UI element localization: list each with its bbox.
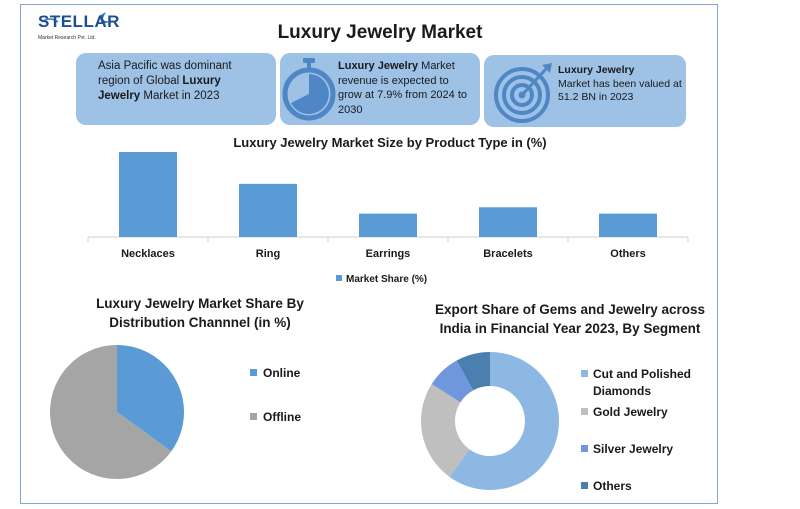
logo-star-icon: [41, 12, 110, 24]
legend-label: Silver Jewelry: [593, 442, 674, 456]
logo-tagline: Market Research Pvt. Ltd.: [38, 35, 96, 41]
donut-chart-title: Export Share of Gems and Jewelry across …: [434, 302, 706, 336]
legend-item: Others: [581, 478, 713, 495]
info-box-valuation-bold: Luxury Jewelry: [558, 64, 635, 76]
info-box-valuation-tail: Market has been valued at 51.2 BN in 202…: [558, 77, 682, 104]
legend-item: Online: [250, 366, 300, 380]
logo: STELLAR Market Research Pvt. Ltd.: [36, 10, 126, 46]
legend-label: Cut and Polished Diamonds: [593, 367, 692, 398]
legend-label: Online: [263, 366, 301, 380]
logo-wordmark: STELLAR: [38, 12, 120, 31]
bar: [359, 213, 417, 237]
legend-label: Gold Jewelry: [593, 405, 668, 419]
info-box-growth: Luxury Jewelry Market revenue is expecte…: [280, 53, 480, 125]
legend-item: Silver Jewelry: [581, 441, 713, 458]
info-box-growth-text: Luxury Jewelry Market revenue is expecte…: [338, 59, 473, 117]
stopwatch-icon: [282, 58, 336, 121]
legend-swatch: [336, 275, 342, 281]
x-tick-label: Ring: [256, 248, 280, 260]
legend-swatch: [581, 408, 588, 415]
info-box-region-text: Asia Pacific was dominant region of Glob…: [98, 60, 232, 87]
bar-chart-legend: Market Share (%): [336, 274, 427, 285]
legend-label: Market Share (%): [346, 274, 428, 285]
legend-swatch: [250, 413, 257, 420]
page-title: Luxury Jewelry Market: [277, 22, 483, 43]
legend-item: Cut and Polished Diamonds: [581, 366, 713, 400]
bar: [239, 183, 297, 237]
target-icon: [494, 63, 552, 123]
bar: [119, 152, 177, 237]
info-box-valuation-text: Luxury Jewelry Market has been valued at…: [558, 64, 682, 105]
bar: [479, 207, 537, 237]
legend-swatch: [250, 369, 257, 376]
legend-label: Offline: [263, 410, 301, 424]
x-tick-label: Bracelets: [483, 248, 533, 260]
bar-chart: Necklaces Ring Earrings Bracelets Others: [87, 152, 689, 260]
bar: [599, 213, 657, 237]
info-box-region-tail: Market in 2023: [140, 90, 220, 102]
pie-chart-title: Luxury Jewelry Market Share By Distribut…: [96, 296, 304, 330]
info-box-valuation: Luxury Jewelry Market has been valued at…: [484, 55, 686, 127]
x-tick-label: Earrings: [366, 248, 411, 260]
info-box-growth-tail: Market revenue is expected to grow at 7.…: [338, 60, 468, 116]
bar-chart-title: Luxury Jewelry Market Size by Product Ty…: [233, 135, 547, 150]
legend-item: Gold Jewelry: [581, 404, 713, 421]
info-box-growth-bold: Luxury Jewelry: [338, 60, 419, 72]
legend-item: Offline: [250, 410, 301, 424]
info-box-region: Asia Pacific was dominant region of Glob…: [76, 53, 276, 125]
legend-swatch: [581, 482, 588, 489]
info-box-region-bold: Luxury Jewelry: [98, 75, 221, 102]
legend-swatch: [581, 370, 588, 377]
legend-swatch: [581, 445, 588, 452]
x-tick-label: Others: [610, 248, 645, 260]
x-tick-label: Necklaces: [121, 248, 175, 260]
legend-label: Others: [593, 479, 632, 493]
